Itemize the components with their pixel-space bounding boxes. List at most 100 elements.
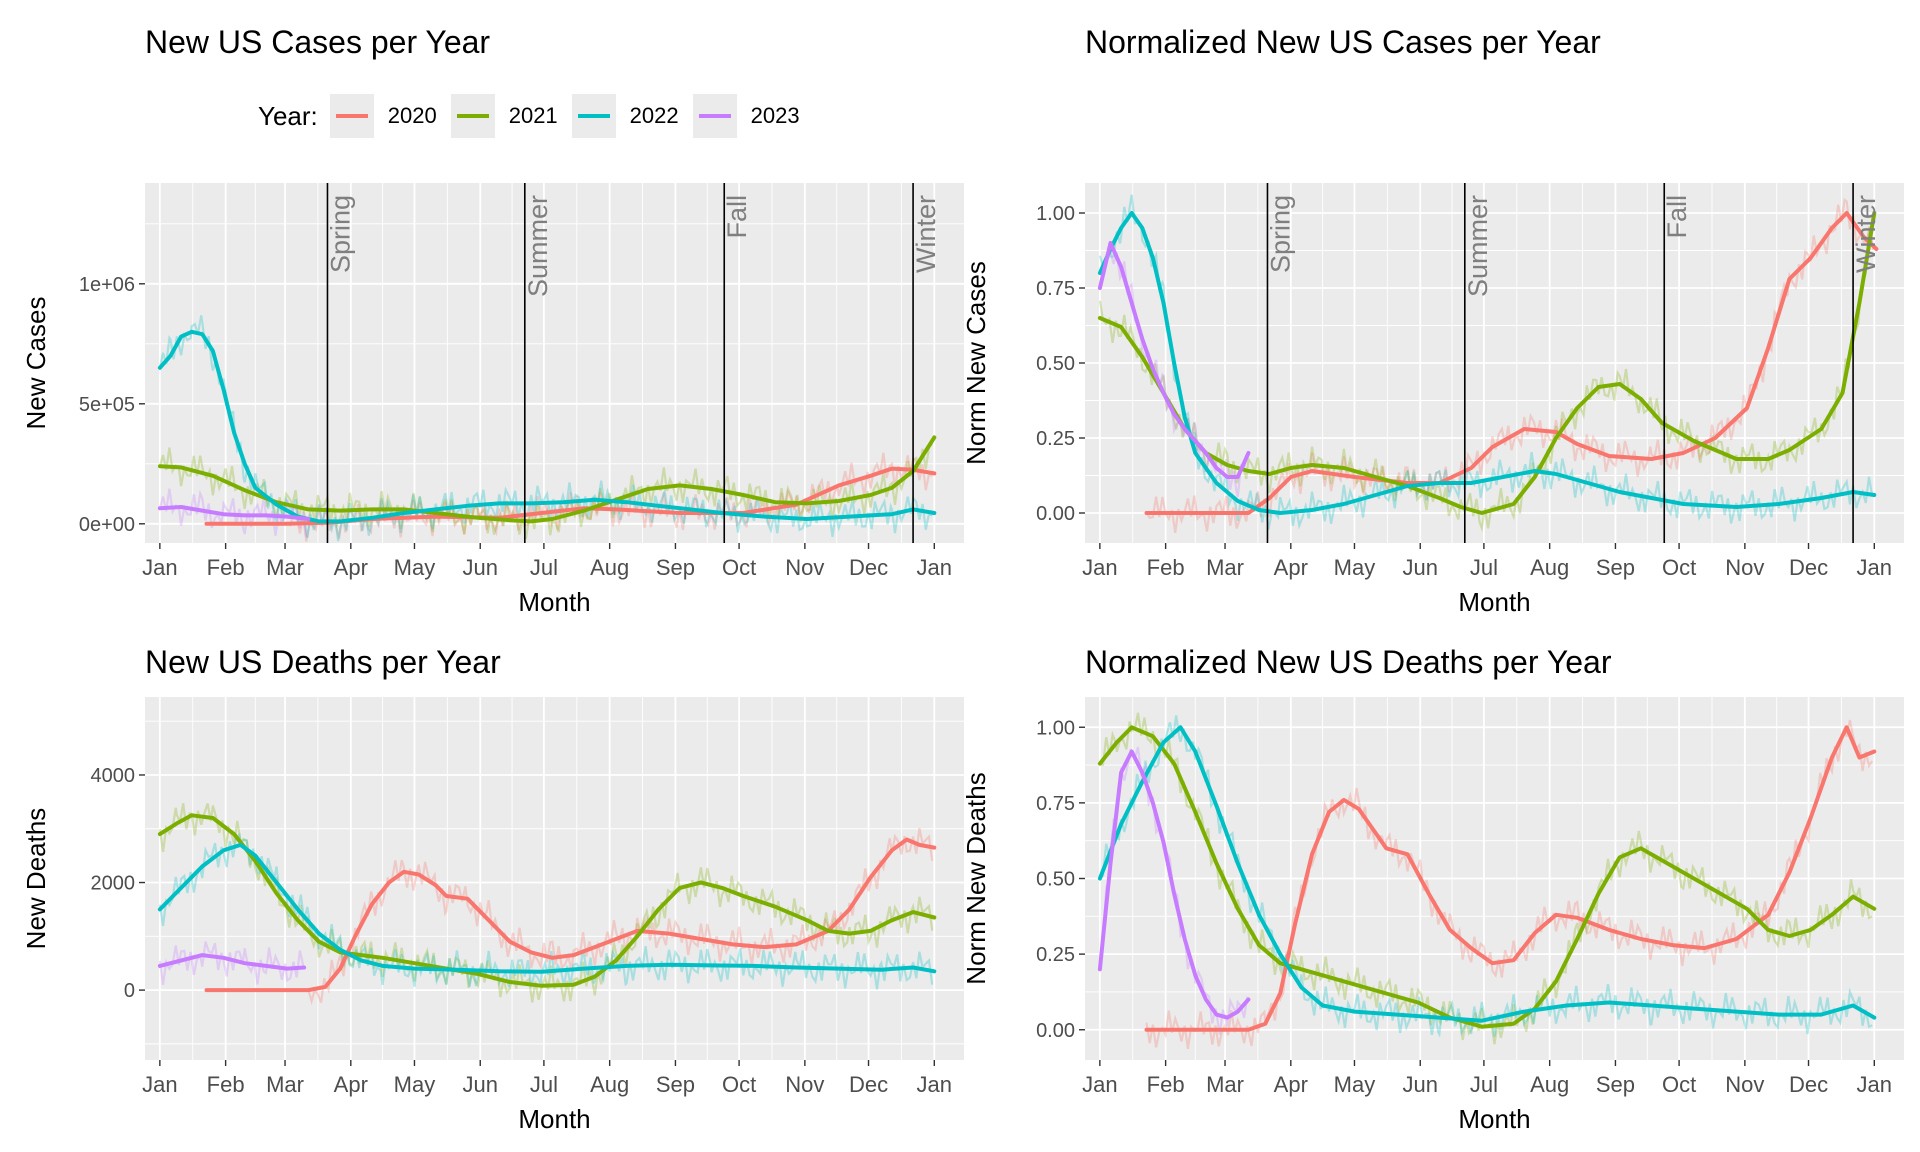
chart-panel-3: 0.00 0.25 0.50 0.75 1.00 Jan Feb Mar Apr May Jun Ju… <box>961 697 1904 1134</box>
x-tick-label: Jun <box>462 1072 497 1097</box>
series-line-2023 <box>157 505 311 521</box>
x-tick-label: Jun <box>1402 555 1437 580</box>
legend-label-2022: 2022 <box>629 103 679 128</box>
series-line-2022 <box>1097 211 1877 515</box>
x-tick-label: Jan <box>1082 1072 1117 1097</box>
y-tick-label: 0.50 <box>1036 869 1075 891</box>
y-axis-title: Norm New Deaths <box>961 772 991 984</box>
y-tick-label: 2000 <box>91 873 136 895</box>
series-line-2022 <box>1097 725 1877 1023</box>
x-tick-label: Jan <box>142 1072 177 1097</box>
y-tick-label: 0.00 <box>1036 503 1075 525</box>
panel-title-deaths: New US Deaths per Year <box>145 644 501 680</box>
x-tick-label: Mar <box>1206 1072 1244 1097</box>
x-tick-label: Feb <box>207 555 245 580</box>
x-tick-label: Aug <box>590 1072 629 1097</box>
season-label-winter: Winter <box>1851 195 1881 273</box>
season-label-summer: Summer <box>523 195 553 297</box>
legend-item-2022: 2022 <box>571 94 679 138</box>
x-tick-label: Nov <box>785 1072 824 1097</box>
legend-key-2022 <box>571 94 616 138</box>
x-axis-title: Month <box>518 587 590 617</box>
x-tick-label: Jul <box>1470 555 1498 580</box>
chart-panel-2: 0 2000 4000 Jan Feb Mar Apr May Jun Jul Aug Sep Oct N… <box>21 697 964 1134</box>
x-tick-label: Aug <box>1530 1072 1569 1097</box>
x-tick-label: May <box>394 1072 436 1097</box>
season-label-fall: Fall <box>722 195 752 239</box>
x-tick-label: Jan <box>142 555 177 580</box>
legend-title: Year: <box>258 100 318 131</box>
y-tick-label: 0.75 <box>1036 793 1075 815</box>
legend-label-2023: 2023 <box>750 103 800 128</box>
y-tick-label: 0.50 <box>1036 353 1075 375</box>
y-tick-label: 5e+05 <box>79 394 135 416</box>
series-line-2021 <box>157 813 937 988</box>
x-tick-label: Apr <box>1274 1072 1308 1097</box>
x-tick-label: May <box>1334 1072 1376 1097</box>
plot-background <box>145 697 964 1060</box>
legend-item-2023: 2023 <box>692 94 800 138</box>
x-tick-label: Oct <box>1662 1072 1696 1097</box>
x-tick-label: Feb <box>1147 1072 1185 1097</box>
x-tick-label: Jun <box>462 555 497 580</box>
series-line-2020 <box>1144 211 1879 515</box>
x-tick-label: Jul <box>530 555 558 580</box>
panel-title-cases: New US Cases per Year <box>145 24 491 60</box>
x-tick-label: Mar <box>266 1072 304 1097</box>
x-tick-label: Oct <box>722 1072 756 1097</box>
x-tick-label: Jan <box>1857 1072 1892 1097</box>
season-label-spring: Spring <box>325 195 355 273</box>
x-tick-label: Oct <box>1662 555 1696 580</box>
season-label-summer: Summer <box>1463 195 1493 297</box>
x-tick-label: Nov <box>785 555 824 580</box>
x-tick-label: Oct <box>722 555 756 580</box>
x-tick-label: Sep <box>656 555 695 580</box>
plot-background <box>145 183 964 543</box>
y-tick-label: 0.25 <box>1036 944 1075 966</box>
series-line-2023 <box>1097 749 1251 1020</box>
y-tick-label: 0.25 <box>1036 428 1075 450</box>
series-line-2021 <box>1097 725 1877 1029</box>
panel-title-norm-cases: Normalized New US Cases per Year <box>1085 24 1601 60</box>
y-tick-label: 0 <box>124 980 135 1002</box>
y-tick-label: 1.00 <box>1036 717 1075 739</box>
y-tick-label: 1e+06 <box>79 274 135 296</box>
x-tick-label: Apr <box>334 1072 368 1097</box>
series-line-2022 <box>157 842 937 974</box>
legend-label-2020: 2020 <box>387 103 437 128</box>
x-axis-title: Month <box>1458 587 1530 617</box>
legend-key-2020 <box>329 94 374 138</box>
series-line-2023 <box>1097 241 1251 479</box>
series-line-2021 <box>157 435 937 524</box>
chart-panel-0: Spring Summer Fall Winter 0e+00 5e+05 1e+06 Jan… <box>21 183 964 617</box>
x-axis-title: Month <box>518 1104 590 1134</box>
y-tick-label: 0.75 <box>1036 278 1075 300</box>
x-tick-label: Dec <box>849 1072 888 1097</box>
x-tick-label: Jul <box>1470 1072 1498 1097</box>
raw-trace-2021 <box>1098 226 1873 533</box>
x-tick-label: May <box>394 555 436 580</box>
x-tick-label: Jan <box>1857 555 1892 580</box>
raw-trace-2022 <box>1098 194 1874 530</box>
x-tick-label: Sep <box>1596 555 1635 580</box>
x-tick-label: Mar <box>266 555 304 580</box>
y-tick-label: 1.00 <box>1036 203 1075 225</box>
y-tick-label: 4000 <box>91 765 136 787</box>
x-tick-label: Jul <box>530 1072 558 1097</box>
y-axis-title: Norm New Cases <box>961 261 991 465</box>
series-line-2020 <box>1144 725 1877 1032</box>
x-axis-title: Month <box>1458 1104 1530 1134</box>
legend-label-2021: 2021 <box>508 103 558 128</box>
x-tick-label: Mar <box>1206 555 1244 580</box>
season-label-fall: Fall <box>1662 195 1692 239</box>
x-tick-label: Jan <box>1082 555 1117 580</box>
x-tick-label: Nov <box>1725 555 1764 580</box>
raw-trace-2022 <box>158 832 934 990</box>
chart-panel-1: Spring Summer Fall Winter 0.00 0.25 0.50 0.75 1.… <box>961 183 1904 617</box>
x-tick-label: Jan <box>917 1072 952 1097</box>
x-tick-label: Aug <box>590 555 629 580</box>
x-tick-label: Feb <box>1147 555 1185 580</box>
y-axis-title: New Cases <box>21 297 51 430</box>
